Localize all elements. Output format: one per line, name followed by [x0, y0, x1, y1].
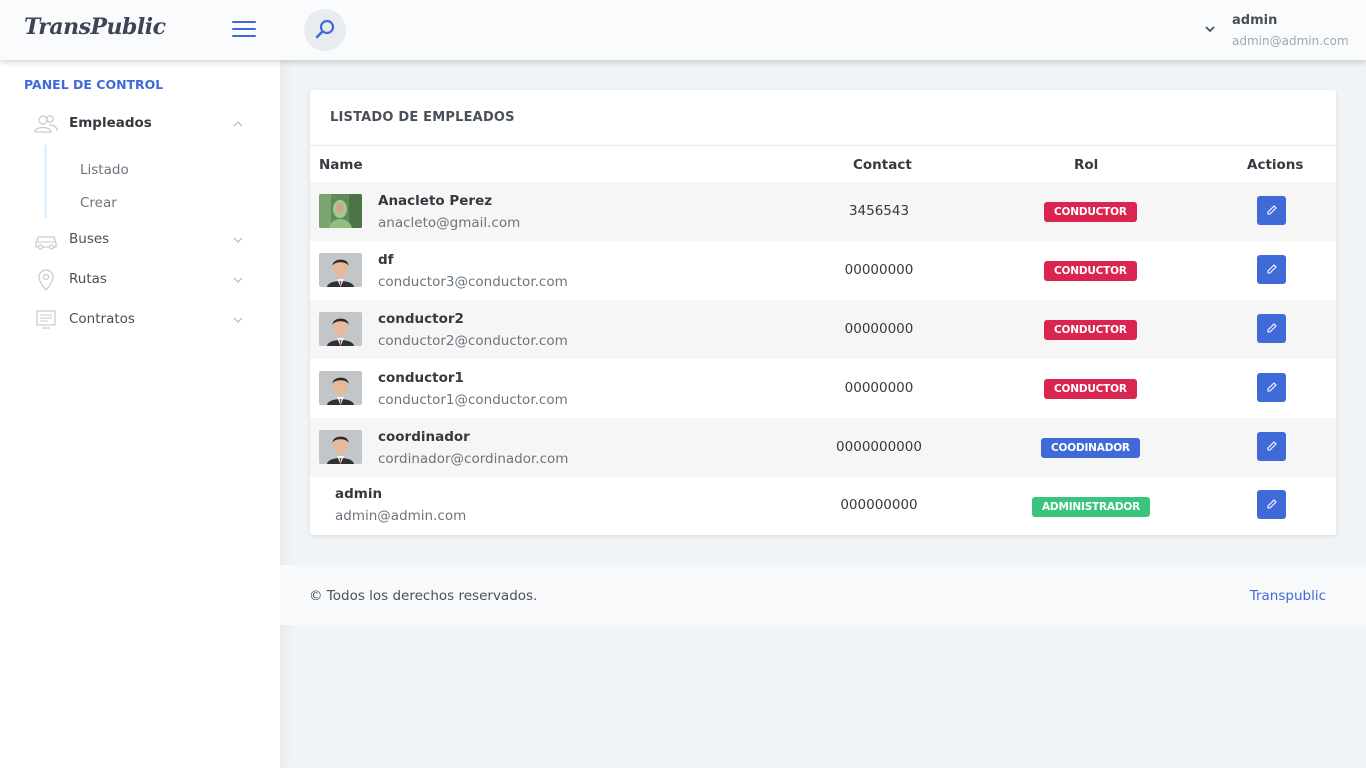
contract-icon [36, 310, 56, 329]
table-row: coordinador cordinador@cordinador.com 00… [310, 418, 1336, 477]
user-name[interactable]: admin [1232, 13, 1278, 28]
card-title: LISTADO DE EMPLEADOS [310, 90, 1336, 146]
pencil-icon [1267, 382, 1277, 392]
role-badge: CONDUCTOR [1044, 320, 1137, 340]
edit-button[interactable] [1257, 196, 1286, 225]
employee-email: conductor1@conductor.com [378, 392, 568, 408]
employee-email: cordinador@cordinador.com [378, 451, 569, 467]
chevron-down-icon [233, 277, 243, 283]
employee-name: df [378, 252, 394, 268]
employee-contact: 000000000 [840, 497, 918, 513]
users-icon [34, 115, 58, 133]
edit-button[interactable] [1257, 255, 1286, 284]
footer-copyright: © Todos los derechos reservados. [309, 588, 538, 604]
sidebar-item-rutas[interactable]: Rutas [32, 262, 252, 298]
pencil-icon [1267, 264, 1277, 274]
role-badge: CONDUCTOR [1044, 261, 1137, 281]
role-badge: CONDUCTOR [1044, 379, 1137, 399]
table-row: conductor1 conductor1@conductor.com 0000… [310, 359, 1336, 418]
pencil-icon [1267, 205, 1277, 215]
sidebar-item-buses[interactable]: Buses [32, 222, 252, 258]
car-icon [35, 236, 57, 250]
sidebar-item-label: Rutas [69, 271, 107, 287]
user-email: admin@admin.com [1232, 34, 1349, 48]
sidebar-subitem-listado[interactable]: Listado [80, 162, 129, 178]
employee-contact: 3456543 [848, 203, 910, 219]
edit-button[interactable] [1257, 314, 1286, 343]
role-badge: ADMINISTRADOR [1032, 497, 1150, 517]
employee-contact: 0000000000 [836, 439, 922, 455]
edit-button[interactable] [1257, 432, 1286, 461]
table-row: df conductor3@conductor.com 00000000 CON… [310, 241, 1336, 300]
top-header: TransPublic admin admin@admin.com [0, 0, 1366, 60]
chevron-down-icon [233, 317, 243, 323]
pencil-icon [1267, 441, 1277, 451]
avatar [319, 253, 362, 287]
footer-link[interactable]: Transpublic [1249, 588, 1326, 604]
employees-card: LISTADO DE EMPLEADOS Name Contact Rol Ac… [310, 90, 1336, 535]
menu-toggle-icon[interactable] [232, 21, 256, 38]
avatar [319, 312, 362, 346]
chevron-down-icon[interactable] [1203, 22, 1217, 36]
submenu-indicator [44, 145, 47, 218]
avatar [319, 430, 362, 464]
sidebar-subitem-crear[interactable]: Crear [80, 195, 117, 211]
role-badge: CONDUCTOR [1044, 202, 1137, 222]
employee-name: Anacleto Perez [378, 193, 493, 209]
avatar [319, 194, 362, 228]
avatar [319, 371, 362, 405]
employee-name: conductor2 [378, 311, 464, 327]
column-header-rol: Rol [1074, 157, 1099, 173]
sidebar-item-label: Contratos [69, 311, 135, 327]
table-row: conductor2 conductor2@conductor.com 0000… [310, 300, 1336, 359]
table-row: admin admin@admin.com 000000000 ADMINIST… [310, 477, 1336, 536]
sidebar-item-label: Empleados [69, 115, 152, 131]
panel-title: PANEL DE CONTROL [24, 77, 164, 92]
employee-name: conductor1 [378, 370, 464, 386]
column-header-name: Name [319, 157, 363, 173]
sidebar-item-empleados[interactable]: Empleados [32, 106, 252, 142]
pencil-icon [1267, 499, 1277, 509]
employee-name: coordinador [378, 429, 470, 445]
employee-contact: 00000000 [844, 380, 914, 396]
employee-email: admin@admin.com [335, 508, 467, 524]
role-badge: COODINADOR [1041, 438, 1140, 458]
sidebar-item-contratos[interactable]: Contratos [32, 302, 252, 338]
table-row: Anacleto Perez anacleto@gmail.com 345654… [310, 182, 1336, 241]
map-pin-icon [38, 269, 54, 291]
column-header-contact: Contact [853, 157, 912, 173]
sidebar-item-label: Buses [69, 231, 110, 247]
chevron-down-icon [233, 237, 243, 243]
pencil-icon [1267, 323, 1277, 333]
employee-name: admin [335, 486, 383, 502]
app-logo[interactable]: TransPublic [24, 14, 166, 40]
edit-button[interactable] [1257, 490, 1286, 519]
employee-contact: 00000000 [844, 262, 914, 278]
search-button[interactable] [304, 9, 346, 51]
employee-email: conductor3@conductor.com [378, 274, 568, 290]
edit-button[interactable] [1257, 373, 1286, 402]
employee-contact: 00000000 [844, 321, 914, 337]
employee-email: anacleto@gmail.com [378, 215, 521, 231]
footer: © Todos los derechos reservados. Transpu… [280, 565, 1366, 625]
column-header-actions: Actions [1247, 157, 1304, 173]
employee-email: conductor2@conductor.com [378, 333, 568, 349]
search-icon [315, 19, 335, 39]
sidebar: PANEL DE CONTROL Empleados Listado Crear… [0, 60, 280, 768]
chevron-up-icon [233, 121, 243, 127]
